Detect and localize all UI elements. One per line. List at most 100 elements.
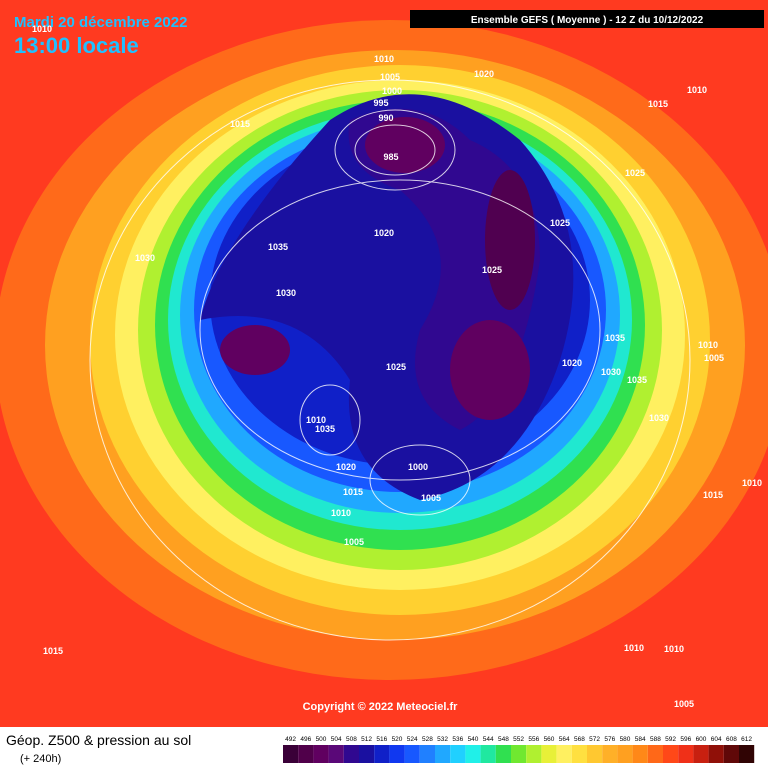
scale-label: 564	[559, 736, 570, 743]
isobar-label: 1035	[268, 242, 288, 252]
scale-label: 508	[346, 736, 357, 743]
scale-swatch	[723, 745, 739, 763]
scale-label: 580	[620, 736, 631, 743]
scale-swatch	[511, 745, 527, 763]
map-background	[0, 0, 768, 727]
isobar-label: 1000	[408, 462, 428, 472]
isobar-label: 1005	[704, 353, 724, 363]
isobar-label: 1010	[374, 54, 394, 64]
scale-swatch	[708, 745, 724, 763]
footer-title: Géop. Z500 & pression au sol	[6, 732, 191, 748]
scale-swatch	[495, 745, 511, 763]
isobar-label: 1020	[374, 228, 394, 238]
isobar-labels: 1010 1005 1000 995 990 985 1020 1015 1010 1015 102…	[32, 24, 762, 709]
isobar-label: 1010	[687, 85, 707, 95]
scale-swatch	[587, 745, 603, 763]
scale-swatch	[465, 745, 481, 763]
scale-label: 516	[376, 736, 387, 743]
isobar-label: 1030	[649, 413, 669, 423]
scale-swatch	[480, 745, 496, 763]
isobar-label: 1005	[344, 537, 364, 547]
scale-label: 560	[544, 736, 555, 743]
isobar-label: 1015	[43, 646, 63, 656]
scale-label: 520	[392, 736, 403, 743]
scale-label: 600	[696, 736, 707, 743]
scale-swatch	[298, 745, 314, 763]
isobar-label: 985	[383, 152, 398, 162]
isobar-label: 1015	[343, 487, 363, 497]
isobar-label: 1010	[331, 508, 351, 518]
isobar-label: 1035	[627, 375, 647, 385]
isobar-label: 1005	[674, 699, 694, 709]
scale-label: 608	[726, 736, 737, 743]
isobar-label: 1030	[276, 288, 296, 298]
scale-swatch	[556, 745, 572, 763]
scale-swatch	[739, 745, 755, 763]
run-box	[410, 10, 764, 28]
scale-label: 504	[331, 736, 342, 743]
scale-label: 592	[665, 736, 676, 743]
isobar-label: 1010	[306, 415, 326, 425]
scale-label: 588	[650, 736, 661, 743]
footer-lead: (+ 240h)	[20, 753, 61, 765]
copyright: Copyright © 2022 Meteociel.fr	[303, 701, 459, 713]
isobar-label: 1015	[703, 490, 723, 500]
scale-label: 584	[635, 736, 646, 743]
scale-label: 552	[513, 736, 524, 743]
scale-label: 604	[711, 736, 722, 743]
scale-swatch	[663, 745, 679, 763]
isobar-label: 1000	[382, 86, 402, 96]
scale-label: 524	[407, 736, 418, 743]
isobar-label: 990	[378, 113, 393, 123]
scale-swatch	[419, 745, 435, 763]
isobar-label: 1010	[664, 644, 684, 654]
scale-label: 556	[528, 736, 539, 743]
isobar-label: 1010	[698, 340, 718, 350]
scale-swatch	[435, 745, 451, 763]
isobar-label: 1005	[380, 72, 400, 82]
scale-swatch	[283, 745, 299, 763]
scale-swatch	[571, 745, 587, 763]
scale-swatch	[541, 745, 557, 763]
isobar-label: 1020	[562, 358, 582, 368]
scale-label: 536	[452, 736, 463, 743]
scale-swatch	[617, 745, 633, 763]
isobar-label: 1025	[386, 362, 406, 372]
scale-label: 496	[300, 736, 311, 743]
scale-label: 528	[422, 736, 433, 743]
scale-swatch	[678, 745, 694, 763]
scale-swatch	[450, 745, 466, 763]
isobar-label: 1025	[550, 218, 570, 228]
isobar-label: 1010	[624, 643, 644, 653]
isobar-label: 1035	[315, 424, 335, 434]
isobar-label: 1020	[336, 462, 356, 472]
scale-swatch	[328, 745, 344, 763]
scale-swatch	[374, 745, 390, 763]
scale-swatch	[313, 745, 329, 763]
isobar-label: 1005	[421, 493, 441, 503]
isobar-label: 1025	[482, 265, 502, 275]
isobar-label: 1010	[742, 478, 762, 488]
scale-label: 540	[468, 736, 479, 743]
scale-label: 500	[316, 736, 327, 743]
scale-swatch	[343, 745, 359, 763]
scale-label: 512	[361, 736, 372, 743]
scale-swatch	[526, 745, 542, 763]
run-info: Ensemble GEFS ( Moyenne ) - 12 Z du 10/1…	[471, 15, 704, 26]
scale-swatch	[602, 745, 618, 763]
color-scale: 492 496 500 504 508 512 516 520 524 528 532 536 540 5…	[283, 736, 755, 763]
scale-swatch	[693, 745, 709, 763]
scale-swatch	[389, 745, 405, 763]
scale-label: 596	[680, 736, 691, 743]
scale-label: 532	[437, 736, 448, 743]
isobar-label: 1015	[648, 99, 668, 109]
isobar-label: 1025	[625, 168, 645, 178]
scale-swatch	[647, 745, 663, 763]
date: Mardi 20 décembre 2022	[14, 14, 187, 31]
scale-swatch	[359, 745, 375, 763]
scale-label: 572	[589, 736, 600, 743]
isobar-label: 1030	[601, 367, 621, 377]
scale-label: 568	[574, 736, 585, 743]
